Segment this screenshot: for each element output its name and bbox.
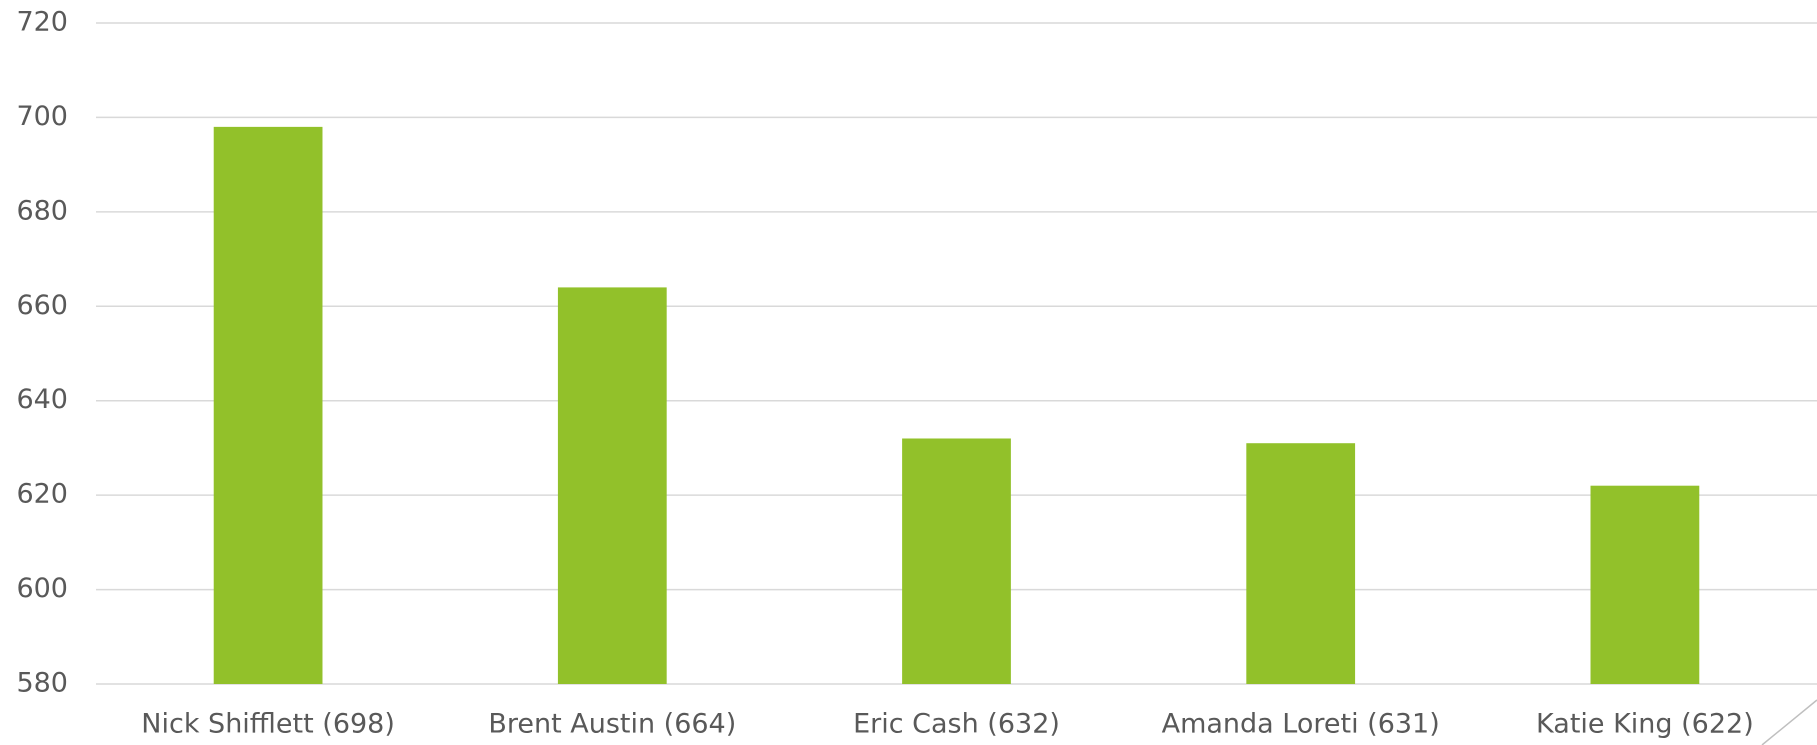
y-tick-label: 620 xyxy=(16,479,68,510)
y-tick-label: 660 xyxy=(16,290,68,321)
bar xyxy=(1590,485,1700,684)
y-tick-label: 600 xyxy=(16,573,68,604)
y-tick-label: 580 xyxy=(16,668,68,699)
bar xyxy=(213,126,323,684)
corner-decoration xyxy=(1761,699,1817,745)
y-tick-label: 680 xyxy=(16,195,68,226)
x-tick-label: Amanda Loreti (631) xyxy=(1162,709,1440,740)
bar xyxy=(557,287,667,684)
y-tick-label: 720 xyxy=(16,7,68,38)
y-tick-label: 640 xyxy=(16,384,68,415)
x-tick-label: Katie King (622) xyxy=(1536,709,1754,740)
x-tick-label: Brent Austin (664) xyxy=(488,709,736,740)
y-tick-label: 700 xyxy=(16,101,68,132)
bar xyxy=(902,438,1011,684)
x-tick-label: Nick Shifflett (698) xyxy=(141,709,395,740)
bar xyxy=(1246,443,1356,684)
x-tick-label: Eric Cash (632) xyxy=(853,709,1060,740)
